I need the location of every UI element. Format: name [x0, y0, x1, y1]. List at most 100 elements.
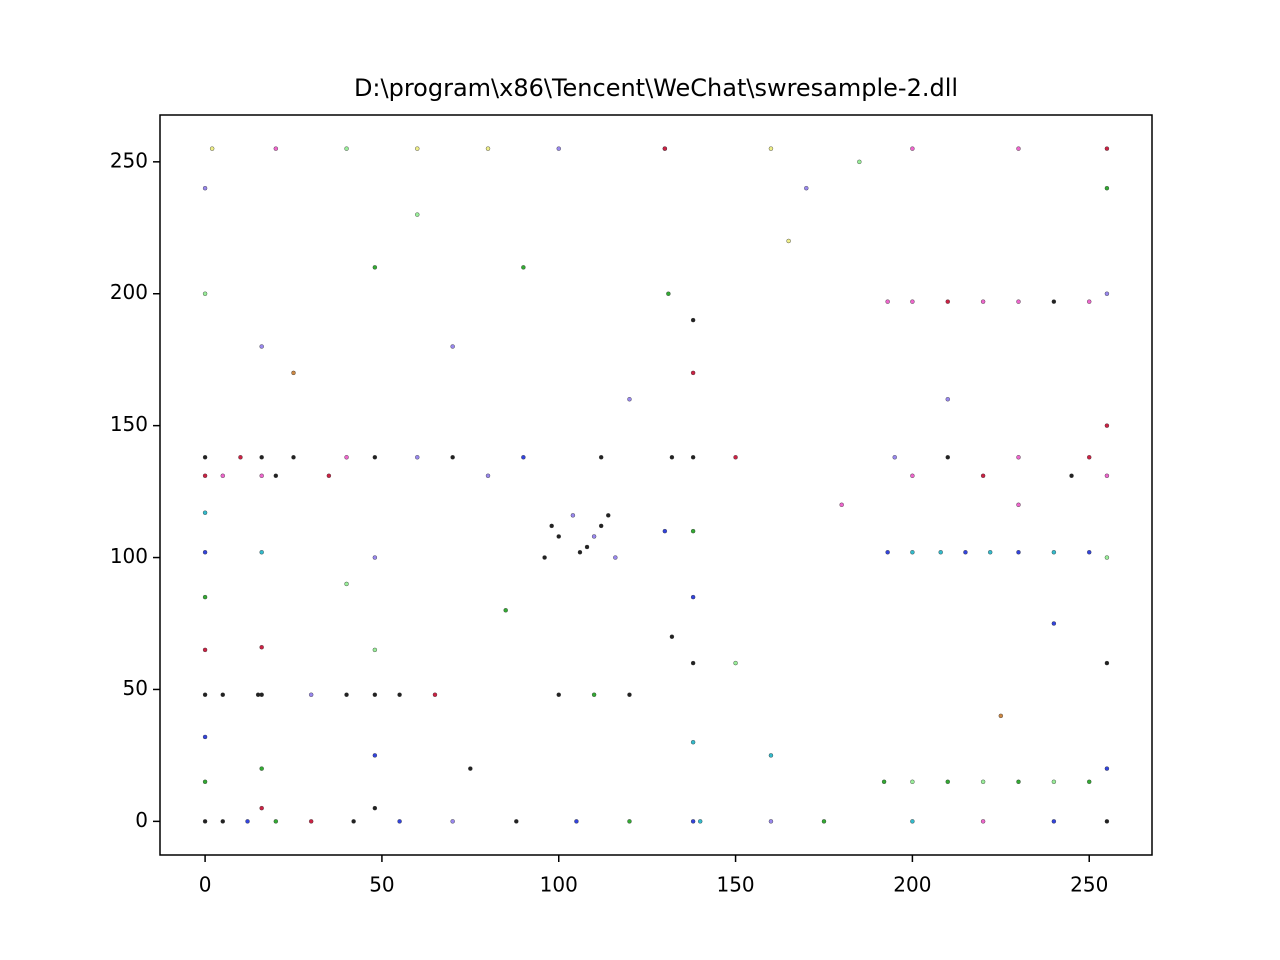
point — [259, 550, 264, 555]
point — [627, 819, 632, 824]
point — [910, 550, 915, 555]
point — [1104, 819, 1110, 824]
point — [885, 550, 890, 555]
point — [627, 692, 632, 697]
point — [690, 317, 696, 323]
point — [591, 534, 597, 539]
point — [669, 634, 675, 639]
point — [910, 779, 915, 784]
point — [344, 581, 349, 587]
point — [344, 692, 349, 697]
point — [202, 819, 208, 824]
point — [1087, 779, 1092, 784]
point — [209, 146, 215, 151]
point — [273, 819, 279, 824]
point — [202, 594, 208, 600]
point — [259, 805, 264, 811]
point — [1104, 766, 1110, 771]
point — [514, 819, 519, 824]
point — [415, 455, 420, 460]
point — [662, 146, 668, 151]
point — [690, 455, 696, 460]
point — [549, 523, 554, 529]
y-tick-label: 100 — [110, 544, 148, 568]
point — [1051, 779, 1057, 784]
point — [1016, 502, 1021, 507]
y-tick-label: 200 — [110, 280, 148, 304]
point — [980, 819, 986, 824]
point — [372, 753, 378, 758]
point — [574, 819, 579, 824]
point — [881, 779, 887, 784]
point — [733, 455, 738, 460]
point — [372, 265, 378, 270]
point — [885, 299, 890, 304]
point — [556, 534, 561, 539]
point — [1051, 299, 1057, 304]
point — [245, 819, 250, 824]
point — [584, 544, 590, 550]
point — [627, 397, 632, 402]
point — [768, 819, 774, 824]
x-tick-label: 150 — [716, 873, 754, 897]
point — [273, 473, 279, 478]
point — [344, 146, 349, 151]
point — [698, 819, 703, 824]
point — [202, 510, 208, 515]
x-tick-label: 100 — [540, 873, 578, 897]
point — [372, 555, 378, 560]
point — [450, 455, 455, 460]
point — [1104, 291, 1110, 296]
point — [598, 523, 604, 529]
point — [690, 740, 696, 745]
point — [556, 692, 561, 697]
point — [669, 455, 675, 460]
point — [690, 528, 696, 534]
point — [821, 819, 827, 824]
point — [220, 473, 225, 478]
point — [768, 753, 774, 758]
point — [1016, 779, 1021, 784]
point — [988, 550, 993, 555]
point — [238, 455, 243, 460]
point — [577, 550, 583, 555]
point — [1104, 423, 1110, 428]
x-tick-label: 250 — [1070, 873, 1108, 897]
point — [291, 370, 296, 376]
point — [220, 692, 225, 697]
point — [220, 819, 225, 824]
point — [468, 766, 473, 771]
point — [1051, 550, 1057, 555]
point — [857, 159, 862, 165]
y-tick-label: 250 — [110, 148, 148, 172]
point — [1016, 299, 1021, 304]
y-tick-label: 50 — [123, 676, 148, 700]
point — [910, 146, 915, 151]
point — [432, 692, 438, 697]
point — [980, 299, 986, 304]
point — [291, 455, 296, 460]
point — [259, 455, 264, 460]
point — [945, 455, 950, 460]
point — [202, 186, 208, 191]
point — [351, 819, 356, 824]
point — [733, 660, 738, 666]
point — [202, 734, 208, 740]
point — [690, 660, 696, 666]
point — [202, 647, 208, 653]
point — [415, 146, 420, 151]
chart-title: D:\program\x86\Tencent\WeChat\swresample… — [354, 74, 958, 102]
point — [259, 645, 264, 650]
y-tick-label: 150 — [110, 412, 148, 436]
point — [998, 713, 1004, 719]
point — [259, 473, 264, 478]
point — [662, 528, 668, 534]
point — [202, 779, 208, 784]
point — [892, 455, 897, 460]
point — [980, 473, 986, 478]
point — [202, 473, 208, 478]
point — [804, 186, 809, 191]
point — [591, 692, 597, 697]
point — [980, 779, 986, 784]
point — [556, 146, 561, 151]
